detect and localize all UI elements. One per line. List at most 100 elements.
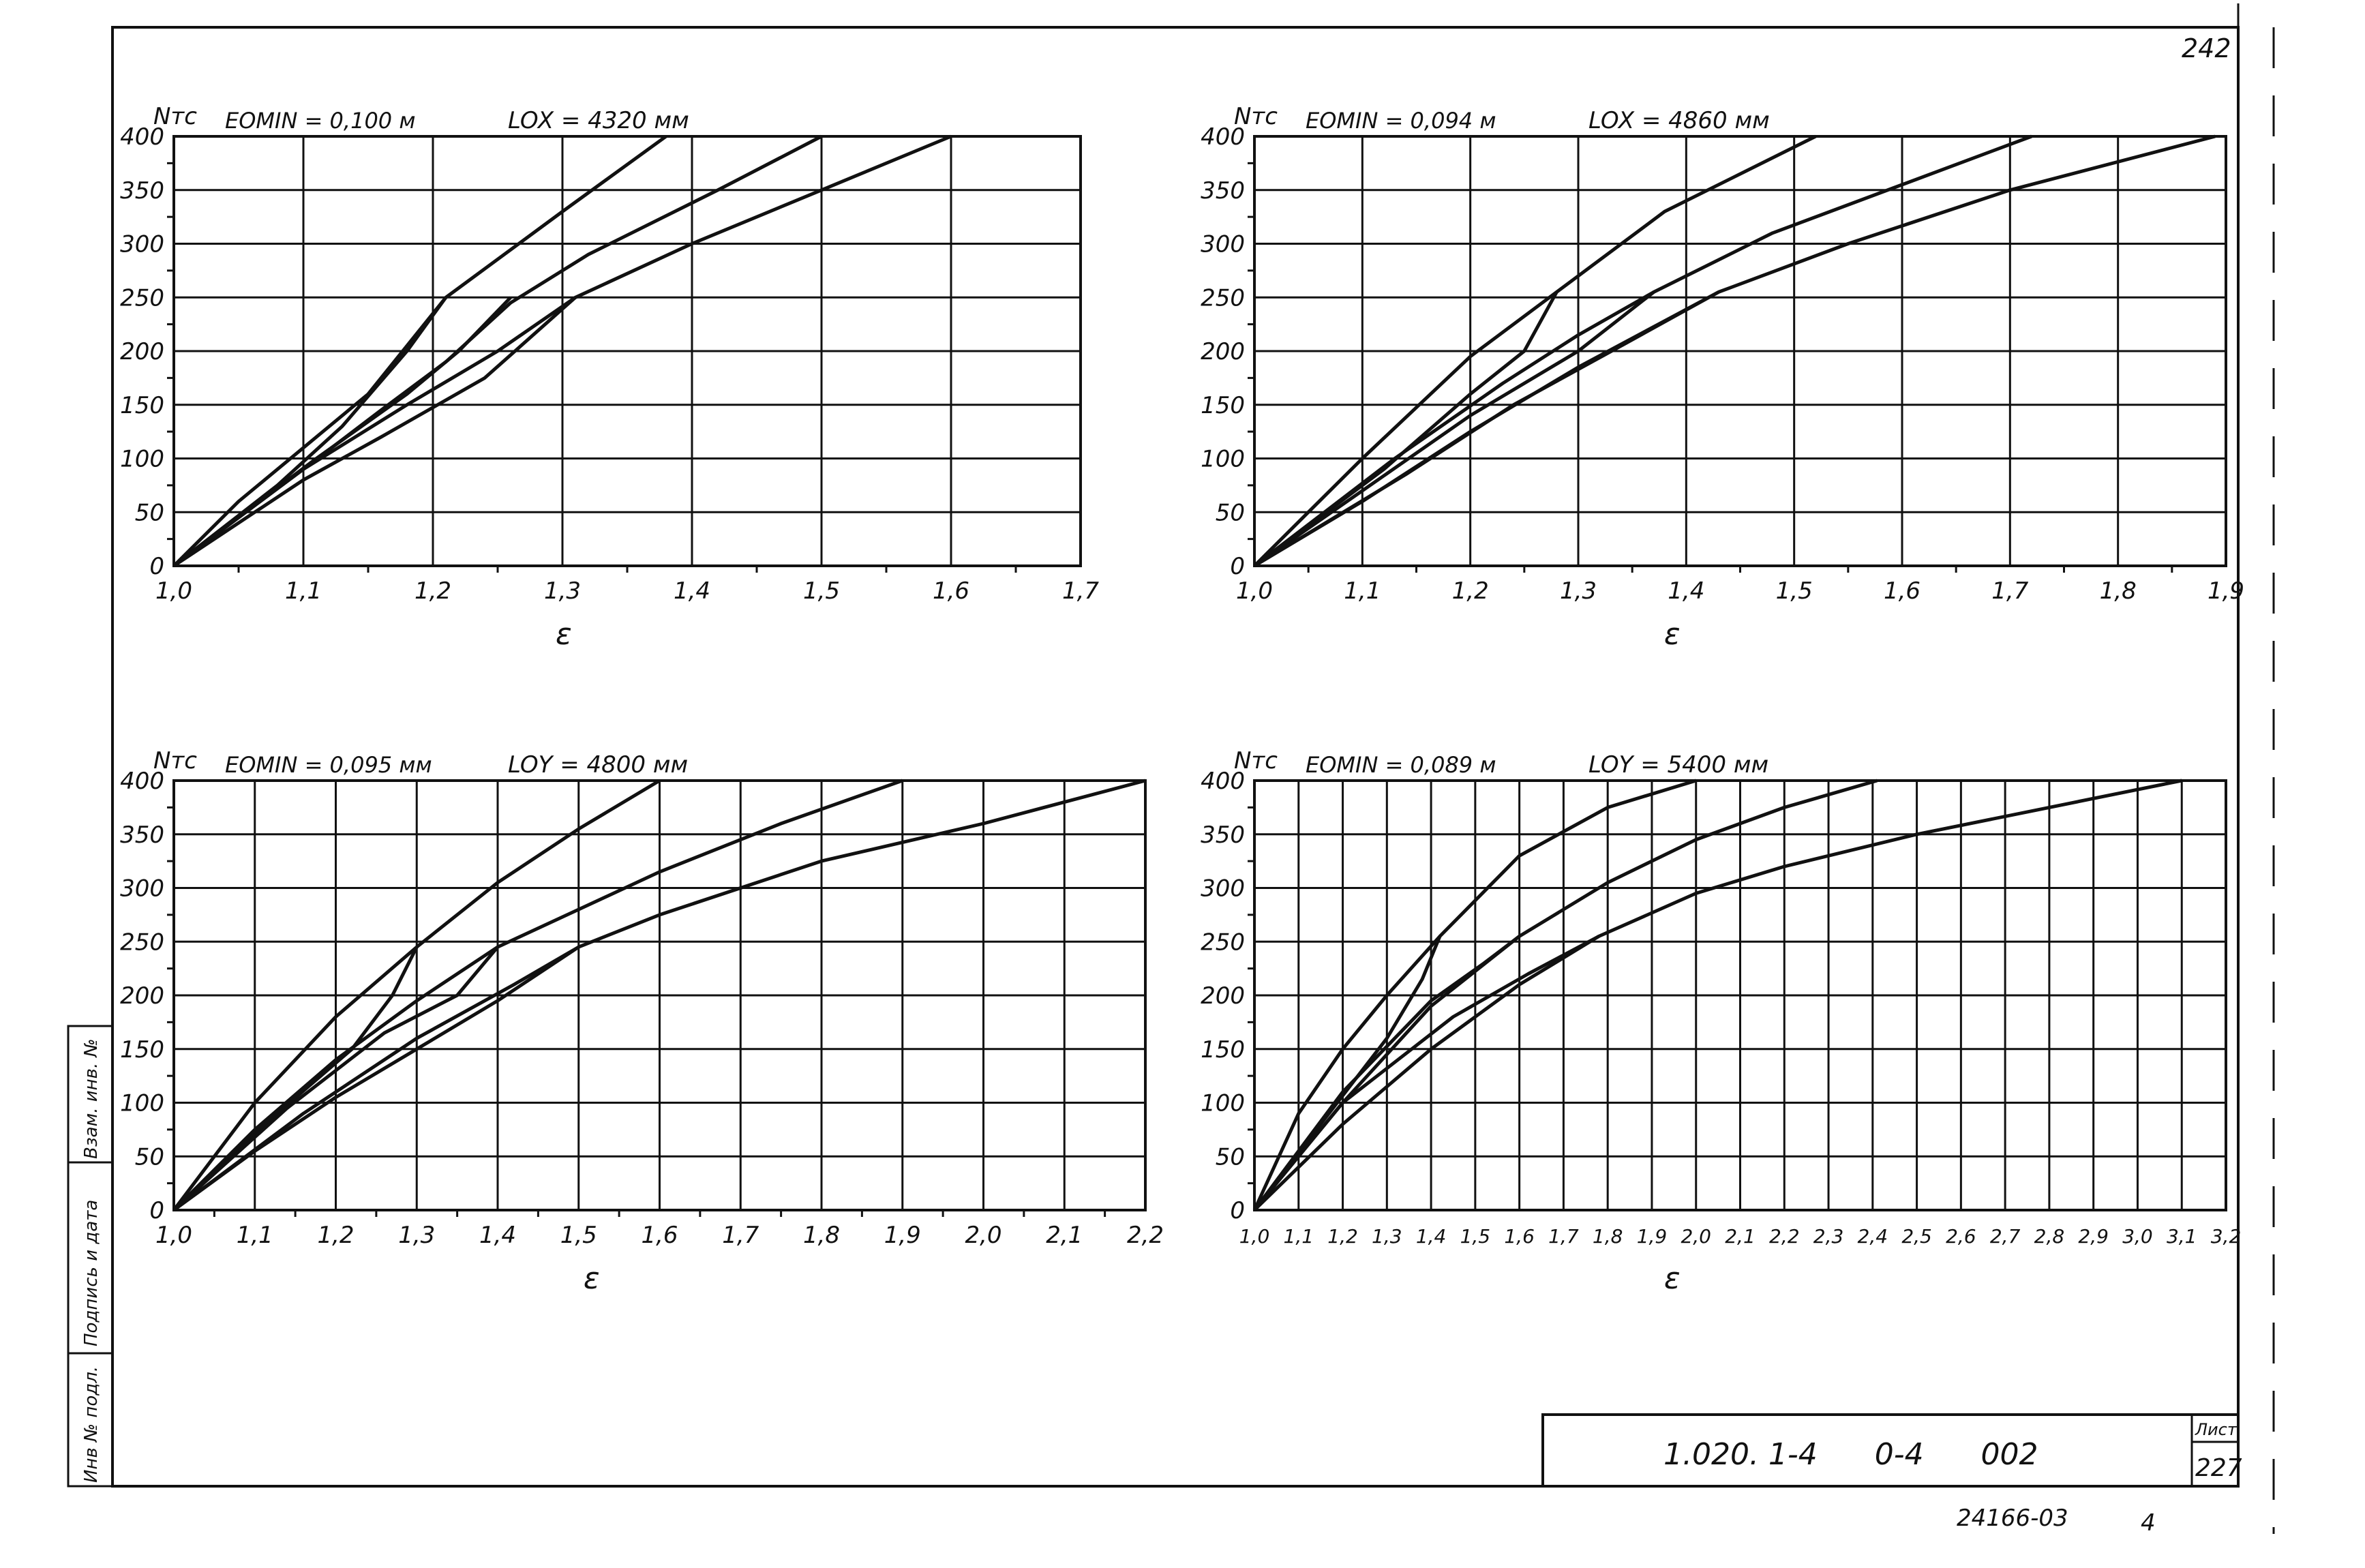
side-stamp-field-3: Взам. инв. № (81, 1038, 102, 1159)
x-tick-label: 1,0 (155, 577, 192, 605)
y-tick-label: 350 (1201, 821, 1245, 849)
x-tick-label: 1,5 (803, 577, 840, 605)
x-tick-label: 1,7 (1548, 1225, 1579, 1248)
side-stamp-field-1: Инв № подл. (81, 1366, 102, 1483)
series-line-1 (1252, 779, 1697, 1211)
series-line-1 (1253, 134, 1817, 567)
y-tick-label: 350 (120, 821, 164, 849)
y-tick-label: 150 (120, 1036, 164, 1064)
y-tick-label: 200 (1201, 338, 1245, 365)
x-tick-label: 1,1 (285, 577, 322, 605)
x-tick-label: 3,1 (2167, 1225, 2197, 1248)
side-stamp-field-2: Подпись и дата (81, 1200, 102, 1346)
x-tick-label: 1,2 (415, 577, 451, 605)
y-tick-label: 300 (120, 231, 164, 258)
x-tick-label: 1,9 (884, 1222, 921, 1249)
y-axis-label: Nтс (1234, 103, 1278, 130)
corner-number: 242 (2182, 33, 2231, 63)
x-tick-label: 2,0 (1681, 1225, 1711, 1248)
series-line-5 (1252, 935, 1521, 1211)
y-tick-label: 200 (1201, 982, 1245, 1010)
title-block-sheet-number: 227 (2195, 1454, 2242, 1482)
x-tick-label: 1,0 (1239, 1225, 1270, 1248)
x-tick-label: 1,1 (1284, 1225, 1314, 1248)
y-tick-label: 400 (120, 123, 164, 151)
y-tick-label: 150 (120, 392, 164, 419)
x-axis-label: ε (556, 617, 572, 652)
x-tick-label: 1,3 (398, 1222, 435, 1249)
x-tick-label: 1,2 (317, 1222, 354, 1249)
series-line-4 (1253, 291, 1558, 568)
x-tick-label: 1,6 (1504, 1225, 1535, 1248)
x-tick-label: 2,0 (965, 1222, 1001, 1249)
chart-lox-4320: 0 50 100 150 200 250 300 350 400 1,0 1,1 1,2 1,3 1,4 1… (120, 103, 1099, 652)
series-line-2 (1253, 779, 1878, 1211)
y-axis-label: Nтс (1234, 747, 1278, 774)
y-tick-label: 50 (1216, 1143, 1245, 1171)
y-tick-label: 250 (120, 284, 164, 312)
eomin-label: EOMIN = 0,089 м (1306, 752, 1496, 778)
y-tick-label: 100 (1201, 1090, 1245, 1117)
x-tick-label: 1,3 (1372, 1225, 1402, 1248)
y-tick-label: 200 (120, 338, 164, 365)
y-tick-label: 50 (1216, 499, 1245, 526)
l-length-label: LOX = 4860 мм (1588, 107, 1770, 134)
eomin-label: EOMIN = 0,100 м (225, 108, 415, 134)
y-tick-label: 300 (1201, 875, 1245, 903)
x-tick-label: 1,1 (237, 1222, 273, 1249)
y-tick-label: 0 (149, 1197, 164, 1224)
series-line-6 (172, 296, 577, 568)
x-tick-label: 1,6 (641, 1222, 678, 1249)
x-tick-label: 1,1 (1344, 577, 1381, 605)
x-tick-label: 2,1 (1046, 1222, 1083, 1249)
x-tick-label: 1,8 (2100, 577, 2137, 605)
y-tick-label: 0 (1230, 1197, 1245, 1224)
y-tick-label: 200 (120, 982, 164, 1010)
x-tick-label: 1,2 (1452, 577, 1489, 605)
chart-loy-5400: 0 50 100 150 200 250 300 350 400 1,0 1,1 1,2 1,3 1,4 1… (1201, 747, 2241, 1296)
x-tick-label: 1,9 (2208, 577, 2244, 605)
x-tick-label: 2,4 (1858, 1225, 1888, 1248)
sheet-frame (111, 26, 2240, 1488)
y-tick-label: 400 (120, 768, 164, 795)
series-line-6 (172, 945, 580, 1212)
series-line-4 (172, 946, 419, 1211)
series-line-3 (172, 134, 952, 568)
x-tick-label: 2,2 (1127, 1222, 1164, 1249)
x-tick-label: 1,7 (1062, 577, 1099, 605)
x-tick-label: 1,3 (1560, 577, 1597, 605)
x-tick-label: 1,6 (1884, 577, 1920, 605)
x-tick-label: 3,0 (2122, 1225, 2153, 1248)
y-axis-label: Nтс (153, 103, 197, 130)
x-tick-label: 1,8 (1593, 1225, 1623, 1248)
x-tick-label: 1,8 (803, 1222, 840, 1249)
x-tick-label: 1,4 (674, 577, 710, 605)
l-length-label: LOX = 4320 мм (508, 107, 689, 134)
y-tick-label: 350 (1201, 177, 1245, 205)
l-length-label: LOY = 4800 мм (508, 751, 688, 779)
y-tick-label: 250 (120, 929, 164, 956)
side-stamp: Взам. инв. № Подпись и дата Инв № подл. (67, 1025, 114, 1488)
y-tick-label: 50 (135, 1143, 164, 1171)
x-tick-label: 2,2 (1769, 1225, 1800, 1248)
title-block-designation: 1.020. 1-4 0-4 002 (1663, 1437, 2038, 1472)
x-tick-label: 2,3 (1813, 1225, 1844, 1248)
x-tick-label: 1,7 (1991, 577, 2028, 605)
y-tick-label: 50 (135, 499, 164, 526)
chart-loy-4800: 0 50 100 150 200 250 300 350 400 1,0 1,1 1,2 1,3 1,4 1… (120, 747, 1164, 1296)
x-tick-label: 2,6 (1946, 1225, 1976, 1248)
x-tick-label: 3,2 (2211, 1225, 2242, 1248)
x-tick-label: 1,7 (722, 1222, 759, 1249)
title-block: 1.020. 1-4 0-4 002 Лист 227 (1541, 1413, 2242, 1488)
x-tick-label: 1,0 (1236, 577, 1273, 605)
x-tick-label: 2,8 (2034, 1225, 2065, 1248)
series-line-5 (1253, 290, 1655, 567)
x-tick-label: 1,5 (560, 1222, 597, 1249)
y-tick-label: 150 (1201, 392, 1245, 419)
series-line-2 (1253, 134, 2032, 568)
eomin-label: EOMIN = 0,095 мм (225, 752, 432, 778)
y-tick-label: 300 (120, 875, 164, 903)
y-tick-label: 150 (1201, 1036, 1245, 1064)
x-axis-label: ε (1664, 1261, 1681, 1296)
